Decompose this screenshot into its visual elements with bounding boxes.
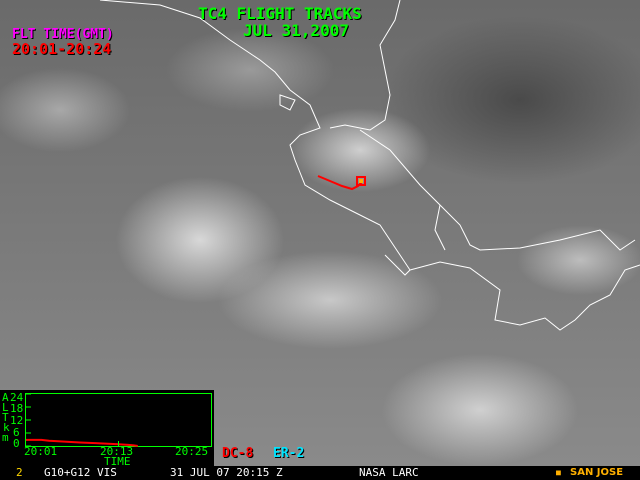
frame-number: 2 (16, 466, 23, 479)
map-title: TC4 FLIGHT TRACKS (198, 4, 362, 23)
altitude-plot (25, 393, 212, 447)
flight-time-label: FLT TIME(GMT) (12, 27, 114, 42)
flight-time-range: 20:01-20:24 (12, 40, 112, 58)
ylabel-letter: k (3, 421, 10, 434)
aircraft-position-marker (356, 176, 366, 186)
ylabel-letter: m (2, 431, 9, 444)
ytick-label: 18 (10, 402, 24, 415)
coastline (409, 261, 640, 331)
aircraft-position-center (359, 179, 363, 183)
source-label: NASA LARC (359, 466, 419, 479)
xtick-label: 20:13 (100, 445, 134, 458)
ylabel-letter: A (2, 391, 9, 404)
ytick-label: 12 (10, 414, 24, 427)
dc8-altitude-line (26, 438, 138, 447)
ylabel-letter: L (2, 401, 9, 414)
status-bar: 2 G10+G12 VIS 31 JUL 07 20:15 Z NASA LAR… (0, 466, 640, 480)
map-date: JUL 31,2007 (243, 21, 349, 40)
ytick-label: 0 (13, 437, 20, 450)
ylabel-letter: T (2, 411, 9, 424)
satellite-image (0, 0, 640, 466)
legend-er2: ER-2 (273, 446, 305, 461)
site-label: SAN JOSE (570, 467, 624, 478)
coastline (329, 0, 401, 131)
ytick-label: 24 (10, 391, 24, 404)
image-timestamp: 31 JUL 07 20:15 Z (170, 466, 283, 479)
plot-frame (25, 393, 212, 447)
altitude-chart: A L T k m 24 18 12 6 0 20:01 20:13 20:25… (0, 390, 214, 468)
xtick-label: 20:01 (24, 445, 58, 458)
ytick-label: 6 (13, 426, 20, 439)
xtick-label: 20:25 (175, 445, 209, 458)
dc8-flight-track (317, 175, 363, 191)
xaxis-label: TIME (104, 455, 131, 468)
site-marker-icon: ■ (556, 468, 561, 477)
border (279, 94, 296, 111)
legend-dc8: DC-8 (222, 446, 254, 461)
border (434, 204, 446, 251)
coastline (99, 0, 411, 276)
sensor-label: G10+G12 VIS (44, 466, 117, 479)
map-overlay (99, 0, 640, 331)
coastline (359, 129, 636, 251)
